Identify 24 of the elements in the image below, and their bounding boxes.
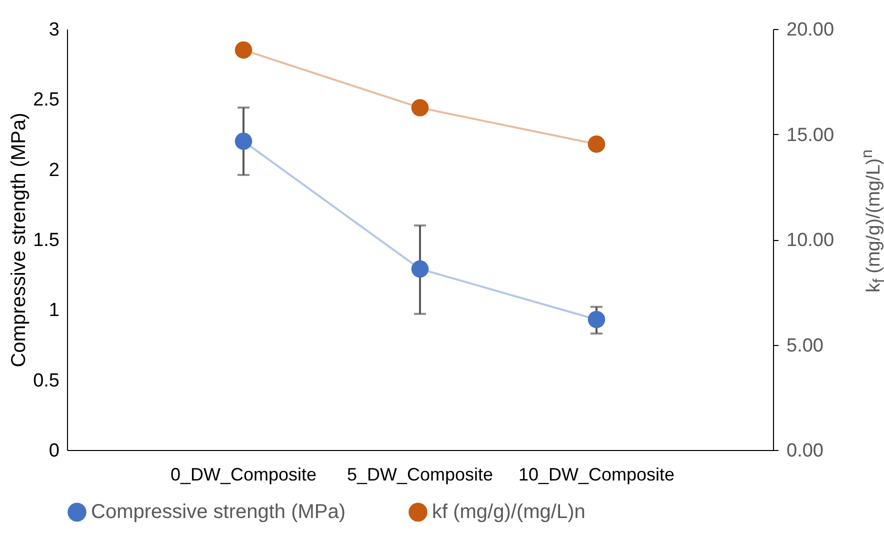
point [234, 41, 252, 59]
y2-tick-label: 5.00 [786, 335, 824, 356]
legend-label: Compressive strength (MPa) [91, 501, 346, 524]
y2-tick-label: 15.00 [786, 124, 834, 146]
x-tick-label: 10_DW_Composite [518, 464, 675, 484]
x-tick-label: 0_DW_Composite [170, 464, 317, 484]
point [234, 132, 252, 150]
y-tick-label: 0 [48, 440, 60, 462]
y-tick-label: 1.5 [33, 230, 60, 251]
x-tick-label: 5_DW_Composite [346, 464, 494, 484]
y2-tick-label: 10.00 [786, 230, 834, 251]
y2-tick-label: 20.00 [786, 20, 834, 40]
y-tick-label: 1 [48, 300, 60, 322]
point [411, 99, 429, 116]
point [588, 136, 606, 153]
y-tick-label: 0.5 [33, 370, 60, 392]
y-tick-label: 2 [48, 160, 60, 181]
y2-tick-label: 0.00 [786, 440, 824, 462]
y-tick-label: 3 [48, 20, 60, 40]
y-tick-label: 2.5 [33, 90, 60, 111]
point [588, 310, 606, 328]
legend-label: kf (mg/g)/(mg/L)n [432, 501, 586, 524]
point [411, 260, 429, 278]
y-axis-title: Compressive strength (MPa) [8, 112, 30, 368]
